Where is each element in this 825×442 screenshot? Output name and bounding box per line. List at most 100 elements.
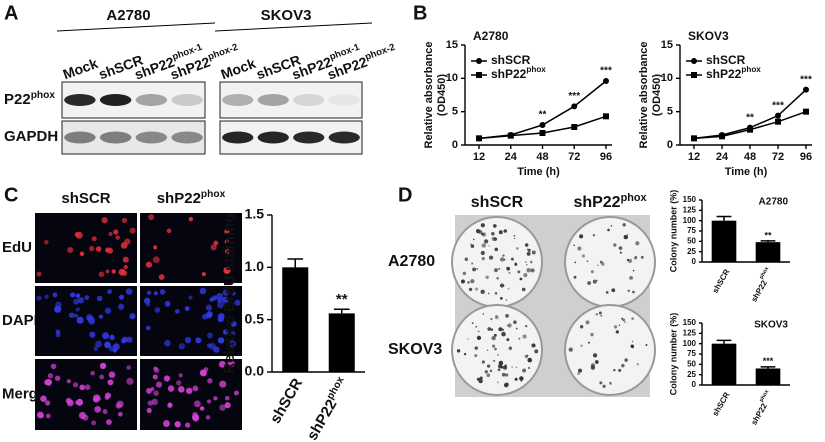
colony	[619, 251, 622, 254]
y-axis-label: (OD450)	[436, 74, 448, 117]
cell	[85, 314, 93, 321]
colony	[517, 270, 521, 274]
colony	[482, 313, 485, 315]
x-tick-label-base: shP22	[304, 397, 341, 442]
cell-line-label: A2780	[106, 7, 150, 24]
y-tick-label: 150	[683, 318, 697, 327]
cell	[155, 381, 163, 388]
cell	[152, 374, 158, 380]
error-bar	[287, 258, 304, 268]
colony	[471, 262, 474, 265]
colony	[501, 331, 506, 337]
x-tick-label-base: shP22	[749, 278, 769, 303]
lane-label: Mock	[219, 55, 258, 82]
colony	[596, 279, 598, 282]
column-label: shSCR	[471, 194, 524, 211]
point	[539, 130, 546, 136]
header-line	[214, 22, 373, 32]
colony	[508, 346, 512, 350]
cell	[146, 407, 152, 414]
y-tick-label: 5	[667, 106, 673, 118]
colony	[640, 255, 644, 259]
colony	[476, 335, 482, 341]
cell	[230, 331, 236, 336]
bar	[711, 220, 737, 262]
colony	[472, 267, 477, 272]
colony	[481, 243, 486, 248]
cell	[95, 246, 102, 252]
colony	[485, 275, 489, 280]
cell	[178, 386, 185, 393]
colony	[508, 271, 511, 274]
colony	[513, 237, 516, 240]
cell	[218, 360, 226, 368]
colony	[573, 244, 575, 247]
cell	[233, 390, 239, 396]
colony	[464, 257, 469, 261]
colony	[493, 224, 497, 228]
colony	[631, 317, 634, 320]
cell	[125, 288, 133, 295]
lane-label: shP22phox-2	[325, 41, 399, 82]
cell	[91, 420, 97, 426]
error-bar	[333, 308, 350, 314]
band	[64, 131, 96, 144]
column-label-sup: phox	[201, 189, 226, 200]
colony	[526, 252, 531, 256]
colony	[499, 296, 503, 300]
significance: **	[764, 230, 772, 240]
colony	[484, 370, 488, 374]
point	[571, 124, 578, 130]
error-bar	[760, 366, 776, 369]
cell	[98, 314, 104, 319]
cell	[95, 396, 101, 402]
cell	[222, 329, 229, 335]
chart-title: A2780	[473, 29, 509, 43]
y-tick-label: 50	[687, 236, 696, 245]
cell	[108, 232, 113, 237]
x-tick-label-sup: phox	[759, 266, 771, 280]
cell	[129, 227, 136, 234]
colony	[499, 257, 505, 262]
point	[571, 103, 578, 110]
colony	[613, 243, 617, 247]
cell	[104, 341, 111, 349]
cell	[166, 228, 172, 234]
y-tick-label: 0	[692, 257, 697, 266]
column-label: shSCR	[61, 190, 110, 207]
colony	[467, 338, 469, 340]
colony	[486, 364, 491, 368]
cell	[66, 399, 74, 407]
band	[171, 131, 203, 144]
colony	[514, 262, 518, 266]
colony	[510, 257, 514, 261]
cell	[230, 321, 237, 327]
cell	[201, 272, 206, 277]
colony	[618, 246, 623, 250]
colony	[463, 353, 467, 356]
significance: **	[336, 291, 348, 308]
cell	[102, 332, 110, 340]
colony	[491, 336, 496, 341]
column-label: shP22phox	[157, 189, 226, 207]
colony	[610, 224, 613, 227]
cell	[145, 302, 151, 307]
colony	[611, 288, 616, 293]
cell	[79, 384, 86, 391]
cell	[96, 295, 103, 302]
y-tick-label: 0	[452, 139, 458, 151]
cell	[158, 274, 165, 280]
colony	[525, 324, 528, 328]
cell	[101, 217, 108, 224]
cell	[222, 289, 229, 296]
colony	[630, 344, 634, 349]
significance: ***	[600, 66, 612, 77]
lane-label-sup: phox-2	[363, 41, 396, 62]
x-axis-label: Time (h)	[725, 166, 768, 178]
cell	[217, 315, 224, 323]
cell	[209, 297, 214, 302]
y-tick-label: 15	[446, 39, 458, 51]
cell	[84, 295, 90, 300]
cell	[77, 297, 85, 304]
colony	[600, 314, 603, 317]
